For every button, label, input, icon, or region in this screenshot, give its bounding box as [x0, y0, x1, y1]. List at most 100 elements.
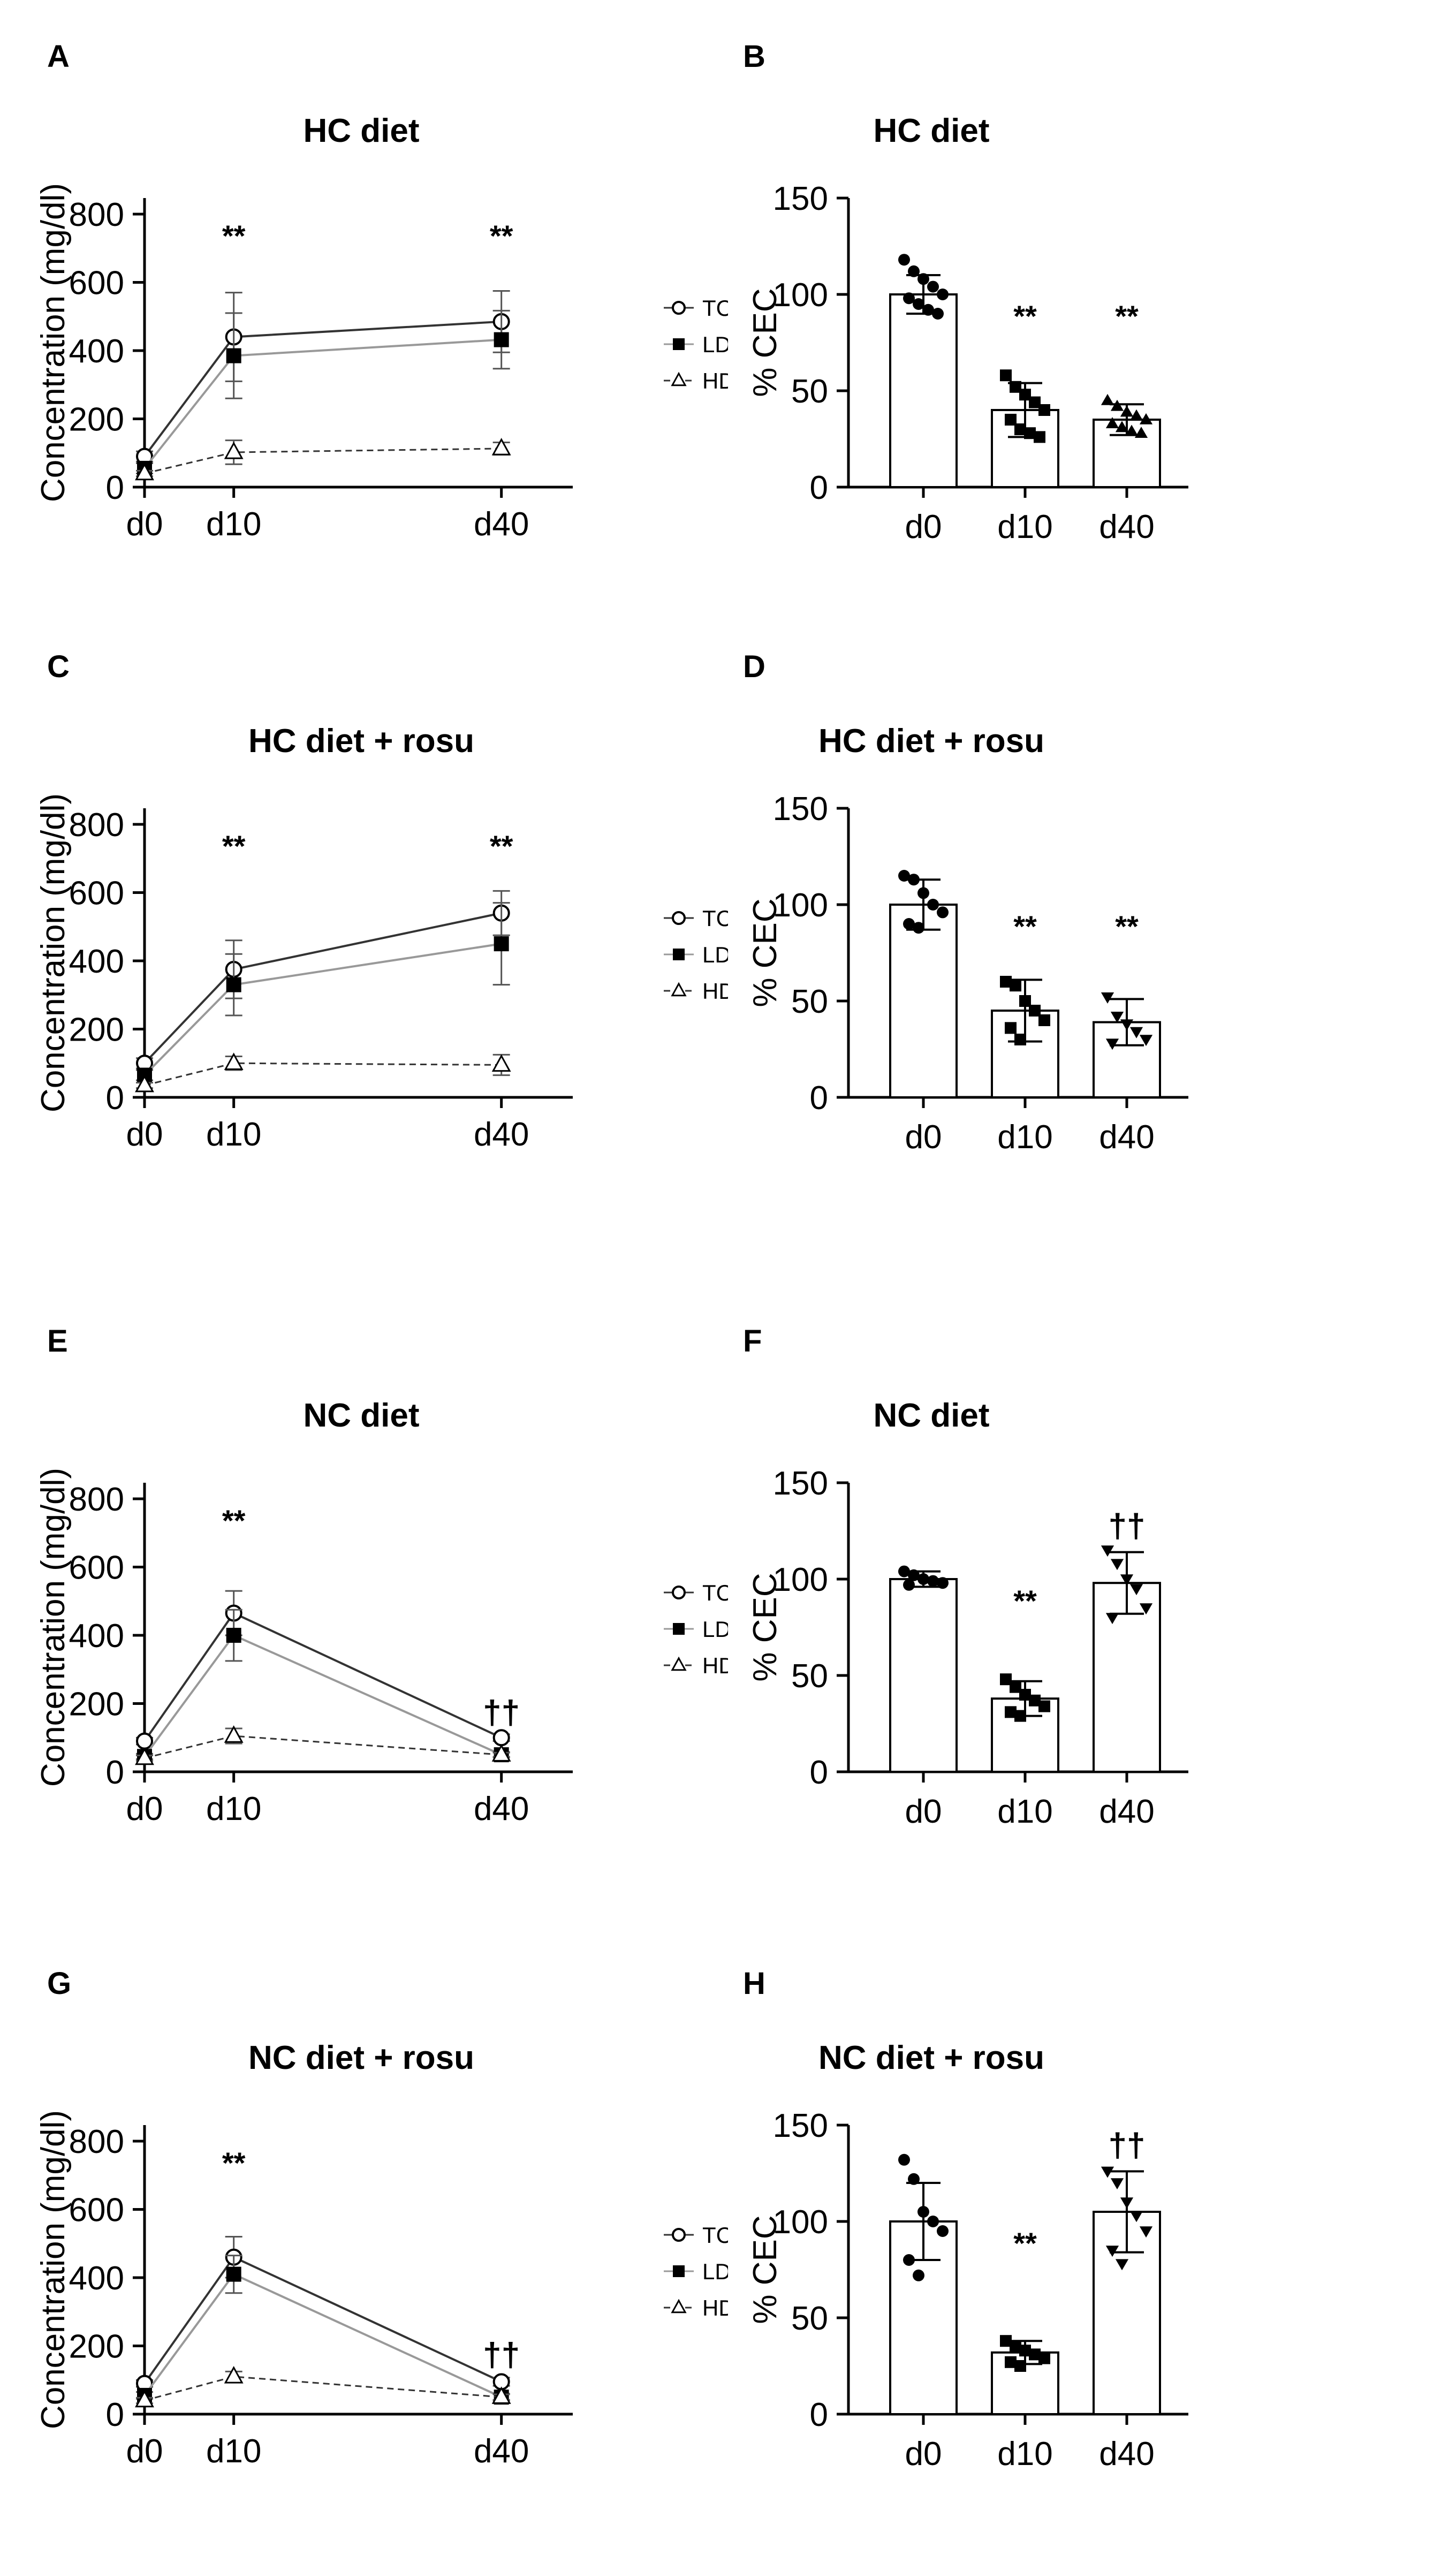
y-tick-label: 100 [773, 277, 828, 314]
data-point-d10 [1038, 404, 1050, 416]
data-point-d10 [1005, 1022, 1017, 1034]
data-point-d40 [1101, 393, 1114, 405]
significance-mark: ** [222, 2146, 246, 2180]
y-tick-label: 200 [69, 1012, 124, 1049]
legend-label: TC [702, 2223, 728, 2248]
data-point-d0 [908, 874, 920, 886]
panel-B: B HC diet 0 50 100 150 % CEC d0 d10 d40 ** ** [728, 0, 1456, 626]
y-tick-label: 150 [773, 1465, 828, 1502]
legend-label: TC [702, 295, 728, 321]
data-point-d40 [1101, 2166, 1114, 2178]
y-tick-label: 0 [810, 1754, 828, 1791]
data-point-d10 [1029, 396, 1041, 408]
data-point-d10 [1010, 980, 1021, 992]
x-tick-label: d10 [997, 1793, 1052, 1830]
y-tick-label: 150 [773, 791, 828, 828]
legend-label: HDL-C [702, 2295, 728, 2320]
bar-d0 [889, 2220, 958, 2415]
data-point-LDL-C [494, 936, 509, 952]
chart-title: NC diet [304, 1397, 420, 1434]
y-tick-label: 400 [69, 333, 124, 370]
x-tick-label: d0 [905, 2436, 942, 2472]
data-point-HDL-C [491, 1744, 511, 1762]
data-point-d10 [1029, 2348, 1041, 2361]
data-point-d0 [917, 2206, 929, 2218]
legend-marker [671, 371, 687, 386]
x-tick-label: d40 [474, 1791, 529, 1827]
data-point-d0 [927, 280, 939, 293]
data-point-d0 [927, 2216, 939, 2227]
y-tick-label: 800 [69, 807, 124, 844]
significance-mark: ** [222, 829, 246, 863]
data-point-d0 [937, 1577, 949, 1589]
data-point-d40 [1139, 1035, 1153, 1046]
x-tick-label: d0 [905, 1793, 942, 1830]
legend-marker [671, 1656, 687, 1671]
data-point-d40 [1105, 1038, 1119, 1050]
y-axis-title: % CEC [747, 1573, 784, 1681]
data-point-d10 [1010, 2341, 1021, 2353]
data-point-d0 [917, 273, 929, 285]
y-axis-title: Concentration (mg/dl) [35, 183, 72, 502]
y-tick-label: 50 [791, 373, 828, 410]
series-line-HDL-C [144, 2376, 502, 2401]
y-tick-label: 50 [791, 983, 828, 1020]
x-tick-label: d10 [997, 2436, 1052, 2472]
data-point-d10 [1029, 1694, 1041, 1706]
y-tick-label: 600 [69, 1550, 124, 1587]
data-point-d40 [1129, 409, 1143, 421]
panel-H: H NC diet + rosu 0 50 100 150 % CEC d0 d10 d40 ** †… [728, 1927, 1456, 2553]
y-tick-label: 400 [69, 943, 124, 980]
significance-mark: ** [1013, 299, 1037, 333]
data-point-HDL-C [224, 2365, 244, 2384]
data-point-d10 [1000, 976, 1012, 988]
panel-label: B [743, 39, 765, 74]
y-tick-label: 50 [791, 2300, 828, 2337]
legend-marker [672, 2228, 686, 2242]
y-axis-title: % CEC [747, 288, 784, 397]
legend-marker [673, 338, 685, 350]
x-tick-label: d40 [1099, 1793, 1154, 1830]
legend-label: TC [702, 906, 728, 931]
y-axis-title: % CEC [747, 2215, 784, 2324]
x-tick-label: d0 [126, 1116, 163, 1153]
data-point-d10 [1005, 2356, 1017, 2368]
panel-C: C HC diet + rosu 0 200 400 600 800 Concentratio… [0, 610, 771, 1237]
data-point-d40 [1105, 417, 1119, 428]
series-line-TC [143, 1612, 502, 1742]
data-point-d40 [1110, 1012, 1124, 1023]
data-point-d0 [908, 2173, 920, 2185]
data-point-HDL-C [135, 1747, 154, 1765]
data-point-d40 [1120, 1574, 1134, 1586]
x-tick-label: d40 [1099, 2436, 1154, 2472]
y-axis-title: % CEC [747, 898, 784, 1007]
legend-label: HDL-C [702, 1653, 728, 1678]
series-line-TC [143, 2256, 502, 2384]
data-point-d0 [903, 2254, 915, 2266]
series-line-HDL-C [144, 1062, 502, 1087]
legend-label: LDL-C [702, 332, 728, 357]
bar-d0 [889, 1578, 958, 1773]
significance-mark: †† [483, 1694, 520, 1731]
data-point-d40 [1105, 2246, 1119, 2257]
x-tick-label: d40 [474, 1116, 529, 1153]
data-point-d10 [1014, 1710, 1026, 1722]
data-point-d0 [903, 1579, 915, 1591]
series-line-TC [143, 912, 502, 1064]
legend-marker [672, 1586, 686, 1599]
legend-label: LDL-C [702, 2259, 728, 2284]
data-point-d40 [1110, 399, 1124, 411]
panel-label: H [743, 1966, 765, 2001]
data-point-HDL-C [491, 1054, 511, 1072]
data-point-d10 [1024, 427, 1036, 439]
y-axis-title: Concentration (mg/dl) [35, 2110, 72, 2429]
panel-label: D [743, 649, 765, 684]
y-tick-label: 0 [810, 1080, 828, 1117]
data-point-d10 [1005, 414, 1017, 426]
significance-mark: ** [490, 219, 513, 253]
y-tick-label: 0 [106, 469, 124, 506]
data-point-d0 [917, 887, 929, 899]
chart-title: NC diet + rosu [818, 2039, 1044, 2076]
data-point-d40 [1120, 1019, 1134, 1031]
data-point-d40 [1125, 424, 1139, 436]
